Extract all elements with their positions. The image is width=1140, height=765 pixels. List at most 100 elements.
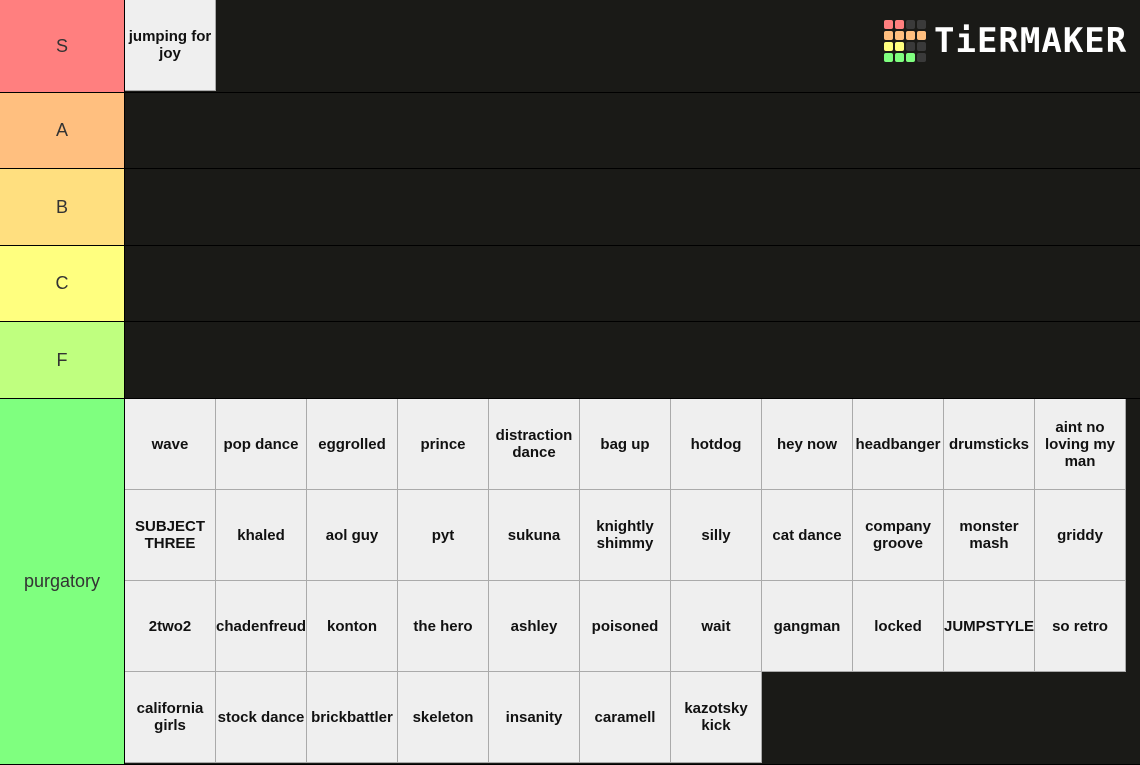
tier-row-c: C xyxy=(0,246,1140,322)
tier-item[interactable]: eggrolled xyxy=(307,399,398,490)
tier-item[interactable]: gangman xyxy=(762,581,853,672)
tier-item[interactable]: pyt xyxy=(398,490,489,581)
tier-item[interactable]: locked xyxy=(853,581,944,672)
tier-item[interactable]: brickbattler xyxy=(307,672,398,763)
tier-item[interactable]: poisoned xyxy=(580,581,671,672)
logo-cell xyxy=(906,42,915,51)
tier-item-label: aol guy xyxy=(325,526,379,544)
tier-item[interactable]: wave xyxy=(125,399,216,490)
tier-item[interactable]: company groove xyxy=(853,490,944,581)
logo-cell xyxy=(895,20,904,29)
tier-item[interactable]: aint no loving my man xyxy=(1035,399,1126,490)
tier-item[interactable]: the hero xyxy=(398,581,489,672)
tier-item-label: eggrolled xyxy=(318,435,386,453)
tier-item-label: cat dance xyxy=(772,526,842,544)
tier-item[interactable]: hey now xyxy=(762,399,853,490)
tier-item-label: hotdog xyxy=(690,435,742,453)
tier-item[interactable]: skeleton xyxy=(398,672,489,763)
tier-item[interactable]: griddy xyxy=(1035,490,1126,581)
logo-cell xyxy=(917,53,926,62)
tier-item-label: prince xyxy=(420,435,466,453)
tier-item-label: locked xyxy=(874,617,922,635)
tier-item-label: the hero xyxy=(413,617,473,635)
tier-item-label: so retro xyxy=(1052,617,1108,635)
tier-item[interactable]: kazotsky kick xyxy=(671,672,762,763)
tier-item-label: poisoned xyxy=(591,617,659,635)
tier-item[interactable]: SUBJECT THREE xyxy=(125,490,216,581)
logo-text: TiERMAKER xyxy=(934,21,1128,61)
tier-item-label: aint no loving my man xyxy=(1044,418,1115,470)
logo-cell xyxy=(884,20,893,29)
tier-item[interactable]: distraction dance xyxy=(489,399,580,490)
tier-item-label: knightly shimmy xyxy=(596,518,654,552)
tier-item-label: california girls xyxy=(136,700,204,734)
tier-item[interactable]: headbanger xyxy=(853,399,944,490)
tier-item[interactable]: aol guy xyxy=(307,490,398,581)
tier-label[interactable]: A xyxy=(0,93,125,168)
tier-item-label: kazotsky kick xyxy=(684,700,748,734)
tier-item-label: sukuna xyxy=(507,526,561,544)
tier-item-label: gangman xyxy=(773,617,841,635)
tier-item-label: brickbattler xyxy=(311,708,393,726)
tier-item[interactable]: pop dance xyxy=(216,399,307,490)
logo-cell xyxy=(895,42,904,51)
tier-item[interactable]: california girls xyxy=(125,672,216,763)
tier-item-label: khaled xyxy=(237,526,285,544)
tier-label[interactable]: C xyxy=(0,246,125,321)
tier-item-label: skeleton xyxy=(412,708,474,726)
tier-items: jumping for joy xyxy=(125,0,1140,92)
tier-item[interactable]: JUMPSTYLE xyxy=(944,581,1035,672)
tier-label[interactable]: B xyxy=(0,169,125,245)
tier-item-label: griddy xyxy=(1057,526,1103,544)
logo-cell xyxy=(895,53,904,62)
logo-cell xyxy=(906,31,915,40)
tier-item-label: konton xyxy=(327,617,377,635)
tier-item[interactable]: jumping for joy xyxy=(125,0,216,91)
tier-item[interactable]: caramell xyxy=(580,672,671,763)
tier-item-label: 2two2 xyxy=(148,617,192,635)
logo-cell xyxy=(884,31,893,40)
tier-item-label: insanity xyxy=(505,708,563,726)
tier-item-label: monster mash xyxy=(959,518,1019,552)
tier-item-label: drumsticks xyxy=(948,435,1030,453)
logo-cell xyxy=(917,20,926,29)
tier-item-label: SUBJECT THREE xyxy=(134,518,205,552)
tier-item[interactable]: prince xyxy=(398,399,489,490)
tier-item[interactable]: schadenfreude xyxy=(216,581,307,672)
tier-item[interactable]: 2two2 xyxy=(125,581,216,672)
tier-item[interactable]: knightly shimmy xyxy=(580,490,671,581)
tier-item[interactable]: ashley xyxy=(489,581,580,672)
tier-item-label: JUMPSTYLE xyxy=(944,617,1035,635)
tier-item[interactable]: so retro xyxy=(1035,581,1126,672)
tier-items xyxy=(125,246,1140,321)
tier-label[interactable]: F xyxy=(0,322,125,398)
tier-row-a: A xyxy=(0,93,1140,169)
tier-item-label: bag up xyxy=(600,435,650,453)
tier-item[interactable]: stock dance xyxy=(216,672,307,763)
tier-items: wave pop dance eggrolled prince distraction … xyxy=(125,399,1140,764)
tier-item[interactable]: insanity xyxy=(489,672,580,763)
tier-item[interactable]: cat dance xyxy=(762,490,853,581)
tier-item[interactable]: monster mash xyxy=(944,490,1035,581)
tier-item[interactable]: wait xyxy=(671,581,762,672)
logo-cell xyxy=(895,31,904,40)
tier-label[interactable]: purgatory xyxy=(0,399,125,764)
tier-item[interactable]: konton xyxy=(307,581,398,672)
tier-item-label: jumping for joy xyxy=(128,28,212,62)
tier-item[interactable]: hotdog xyxy=(671,399,762,490)
tier-item-label: wait xyxy=(701,617,731,635)
tier-item[interactable]: sukuna xyxy=(489,490,580,581)
logo-cell xyxy=(884,53,893,62)
logo-cell xyxy=(884,42,893,51)
tier-item[interactable]: bag up xyxy=(580,399,671,490)
tier-item-label: silly xyxy=(701,526,731,544)
logo-cell xyxy=(917,31,926,40)
logo-cell xyxy=(906,20,915,29)
tier-item-label: schadenfreude xyxy=(216,617,307,635)
tier-item[interactable]: drumsticks xyxy=(944,399,1035,490)
tier-row-b: B xyxy=(0,169,1140,246)
tier-label[interactable]: S xyxy=(0,0,125,92)
tier-item[interactable]: khaled xyxy=(216,490,307,581)
tier-item[interactable]: silly xyxy=(671,490,762,581)
